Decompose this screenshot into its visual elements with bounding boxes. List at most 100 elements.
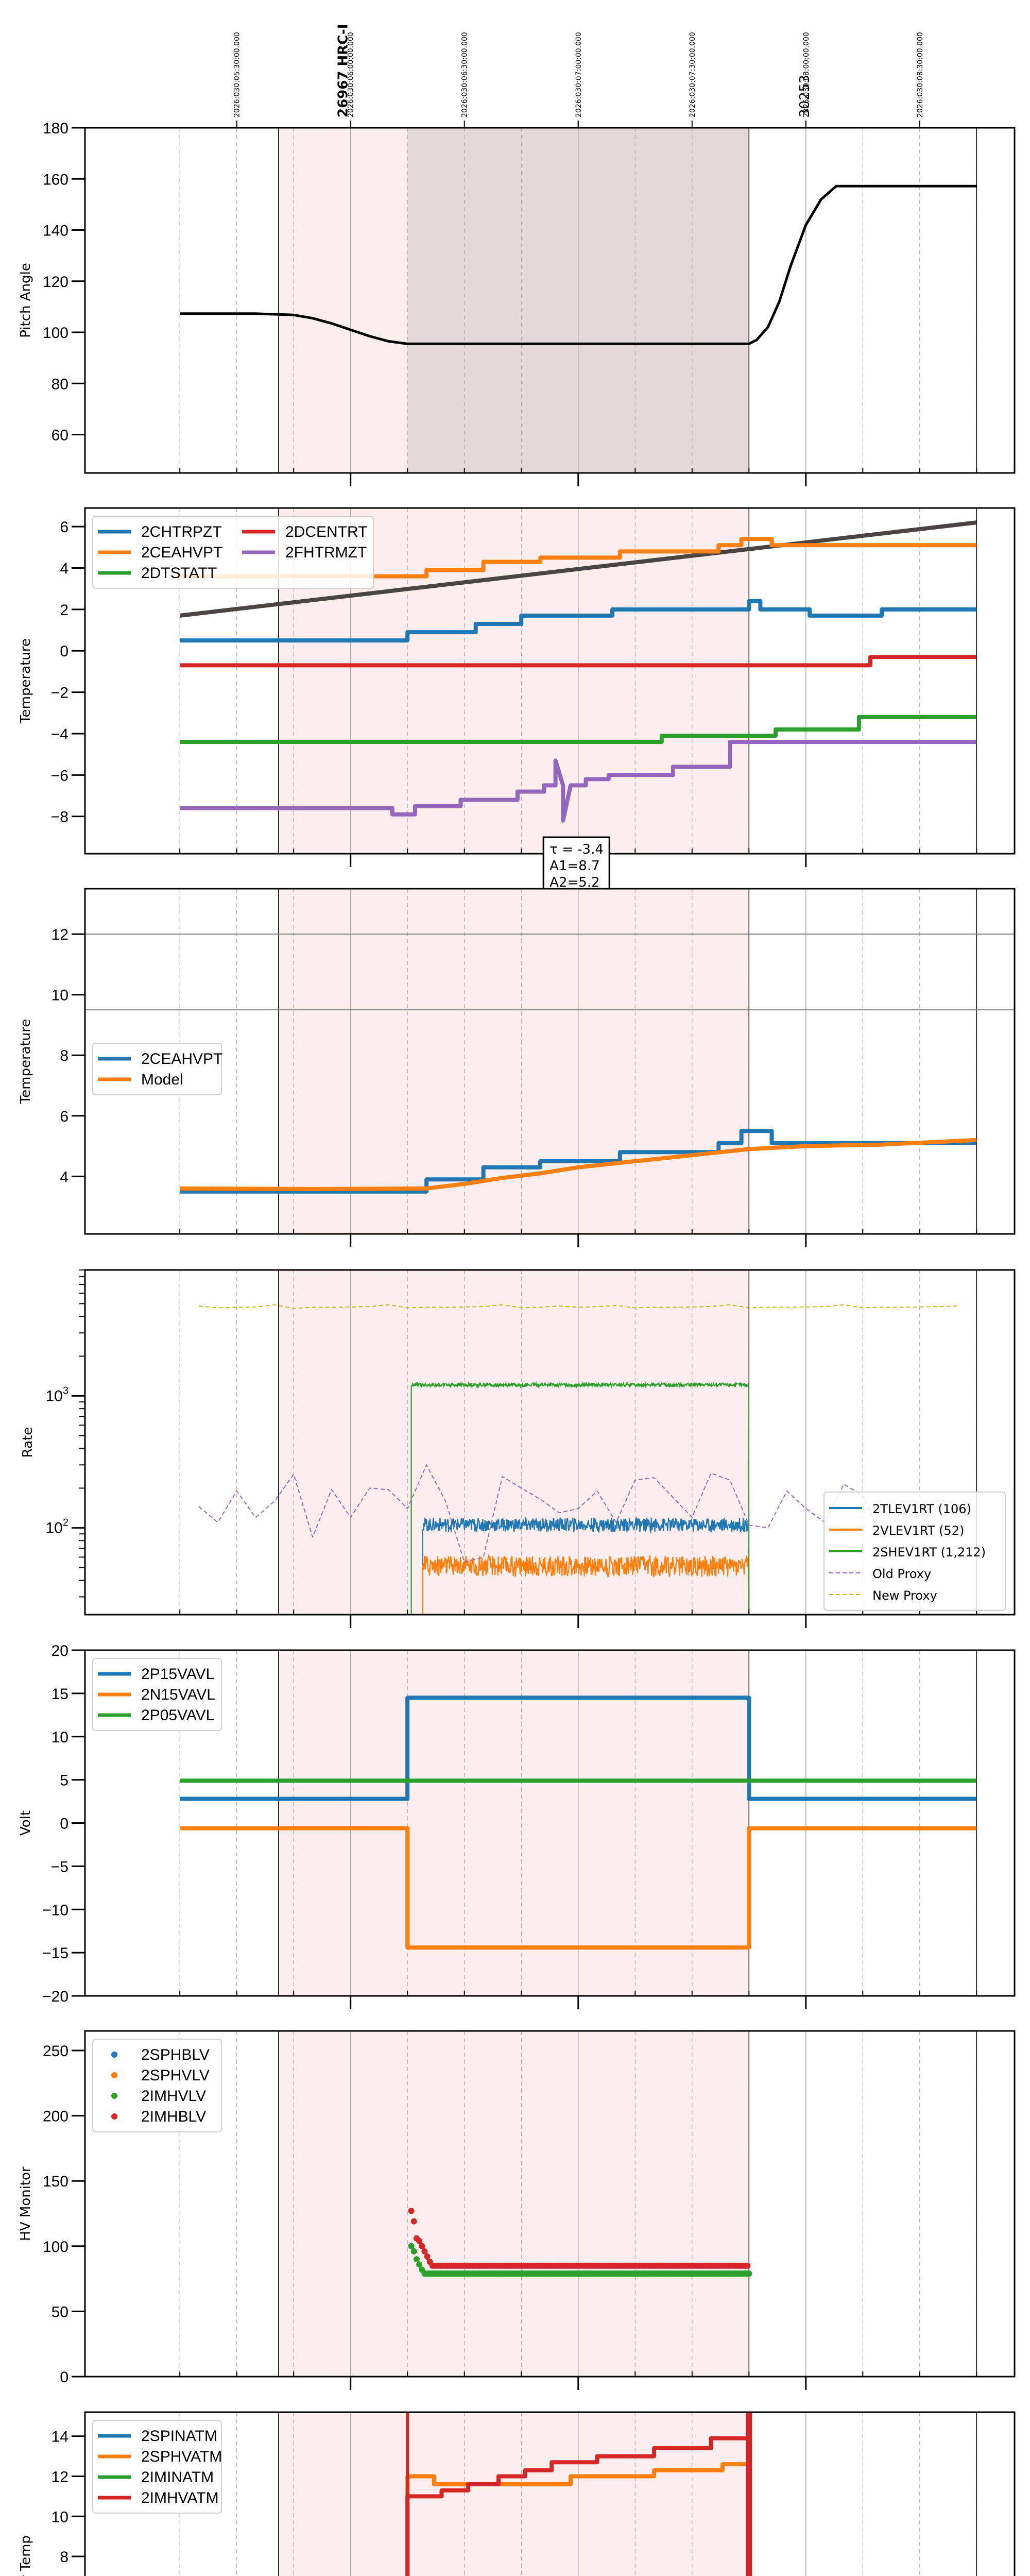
legend-label: 2TLEV1RT (106) xyxy=(872,1502,971,1516)
legend-label: 2P15VAVL xyxy=(141,1666,214,1683)
legend-label: 2SPINATM xyxy=(141,2428,217,2445)
obsid-next-title: 30253 xyxy=(797,75,813,117)
y-tick-label: 160 xyxy=(43,171,68,188)
legend-label: 2SPHVLV xyxy=(141,2067,210,2084)
axes-frame xyxy=(84,1269,1016,1616)
series-2imhvlv xyxy=(408,2243,752,2277)
series-2n15vavl xyxy=(180,1826,977,1950)
legend-label: 2VLEV1RT (52) xyxy=(872,1523,964,1538)
axes-frame xyxy=(84,888,1016,1235)
annotation-a2: A2=5.2 xyxy=(550,875,599,890)
y-tick-label: 100 xyxy=(43,2239,68,2256)
data-point xyxy=(424,2253,431,2260)
panel-5: −20−15−10−505101520Volt2P15VAVL2N15VAVL2… xyxy=(18,1642,1016,2009)
observation-shade xyxy=(278,1650,749,1996)
y-tick-label: 10 xyxy=(52,987,68,1004)
exponent: 2 xyxy=(63,1517,68,1529)
series-2shev1rt-1-212- xyxy=(410,1381,750,1615)
y-axis-label: Rate xyxy=(20,1427,36,1458)
data-point xyxy=(746,2270,752,2277)
data-point xyxy=(408,2208,415,2214)
series-2vlev1rt-52- xyxy=(422,1553,750,1615)
y-tick-label: 60 xyxy=(52,427,68,444)
legend-label: 2SHEV1RT (1,212) xyxy=(872,1545,986,1560)
y-tick-label: −5 xyxy=(51,1858,68,1875)
y-tick-label: 6 xyxy=(60,519,68,536)
series-2imhvatm xyxy=(405,2436,749,2576)
legend-box xyxy=(823,1492,1006,1611)
series-2fhtrmzt xyxy=(180,740,977,823)
plot-area xyxy=(180,184,977,345)
legend-marker xyxy=(111,2093,117,2099)
legend-label: 2DCENTRT xyxy=(285,523,367,540)
top-tick-label: 2026:030:07:00:00.000 xyxy=(575,32,583,117)
annotation-box xyxy=(542,836,610,896)
legend-box xyxy=(92,516,374,589)
y-tick-label: −8 xyxy=(51,809,68,826)
fit-annotation: τ = -3.4A1=8.7A2=5.2 xyxy=(542,836,610,896)
series-model xyxy=(180,1138,977,1191)
plot-area xyxy=(179,520,977,823)
top-tick-label: 2026:030:06:00:00.000 xyxy=(347,32,355,117)
y-tick-label: −10 xyxy=(42,1902,68,1919)
series-2ceahvpt xyxy=(180,1129,977,1194)
axes-frame xyxy=(84,2030,1016,2378)
y-tick-label: 80 xyxy=(52,376,68,393)
legend: 2CHTRPZT 2CEAHVPT 2DTSTATT 2DCENTRT 2FHTRMZT xyxy=(92,516,374,589)
y-tick-label: −6 xyxy=(51,767,68,784)
legend-label: Model xyxy=(141,1071,183,1088)
observation-shade xyxy=(278,2031,749,2377)
y-tick-label: 250 xyxy=(43,2043,68,2060)
observation-shade xyxy=(278,2412,749,2576)
panel-4: 102 103 Rate 2TLEV1RT (106) 2VLEV1RT (52) 2SH… xyxy=(20,1269,1016,1628)
panel-2: −8−6−4−20246Temperature2CHTRPZT2CEAHVPT2… xyxy=(18,507,1016,896)
y-tick-label: 0 xyxy=(60,1816,68,1833)
annotation-a1: A1=8.7 xyxy=(550,858,599,874)
series-2p15vavl xyxy=(180,1696,977,1801)
plot-area xyxy=(405,2412,752,2576)
y-tick-label: 0 xyxy=(60,643,68,660)
y-tick-label: 120 xyxy=(43,274,68,291)
legend-label: 2IMHVATM xyxy=(141,2489,219,2506)
legend-label: Old Proxy xyxy=(872,1567,931,1581)
y-tick-label: 150 xyxy=(43,2173,68,2190)
data-point xyxy=(416,2238,423,2244)
y-axis-label: HV Monitor xyxy=(18,2166,33,2241)
y-tick-label: 103 xyxy=(46,1385,69,1404)
y-tick-label: 50 xyxy=(52,2303,68,2320)
top-tick-label: 2026:030:05:30:00.000 xyxy=(233,32,242,117)
y-tick-label: −20 xyxy=(42,1988,68,2005)
plot-area xyxy=(180,1129,977,1194)
legend: 2P15VAVL 2N15VAVL 2P05VAVL xyxy=(92,1658,222,1731)
data-point xyxy=(410,2248,417,2255)
y-tick-label: 12 xyxy=(52,2468,68,2485)
y-axis-label: Volt xyxy=(18,1810,33,1836)
legend: 2TLEV1RT (106) 2VLEV1RT (52) 2SHEV1RT (1,2… xyxy=(823,1492,1006,1611)
y-axis-label: Detector Temp xyxy=(18,2535,33,2576)
y-tick-label: 5 xyxy=(60,1772,68,1789)
data-point xyxy=(416,2261,423,2268)
legend: 2SPHBLV 2SPHVLV 2IMHVLV 2IMHBLV xyxy=(92,2039,222,2132)
legend-label: 2CEAHVPT xyxy=(141,544,222,561)
legend-label: 2P05VAVL xyxy=(141,1707,214,1724)
legend-box xyxy=(92,1658,222,1731)
legend-marker xyxy=(111,2113,117,2120)
y-tick-label: 100 xyxy=(43,325,68,342)
y-tick-label: 10 xyxy=(52,1729,68,1746)
y-tick-label: 4 xyxy=(60,1168,68,1185)
legend: 2CEAHVPT Model xyxy=(92,1043,222,1095)
data-point xyxy=(421,2248,428,2255)
obsid-title: 26967 HRC-I xyxy=(336,24,351,117)
y-tick-label: −4 xyxy=(51,726,68,743)
legend-box xyxy=(92,1043,222,1095)
panel-3: 4 6 8 10 12 Temperature 2CEAHVPT Model xyxy=(18,888,1016,1247)
y-tick-label: 10 xyxy=(52,2509,68,2526)
panel-7: −202468101214Detector Temp2SPINATM2SPHVA… xyxy=(18,2411,1016,2576)
y-tick-label: 14 xyxy=(52,2429,68,2446)
axes-frame xyxy=(84,2411,1016,2576)
legend-marker xyxy=(111,2072,117,2078)
legend-label: 2CHTRPZT xyxy=(141,523,222,540)
series-2chtrpzt xyxy=(180,599,977,643)
